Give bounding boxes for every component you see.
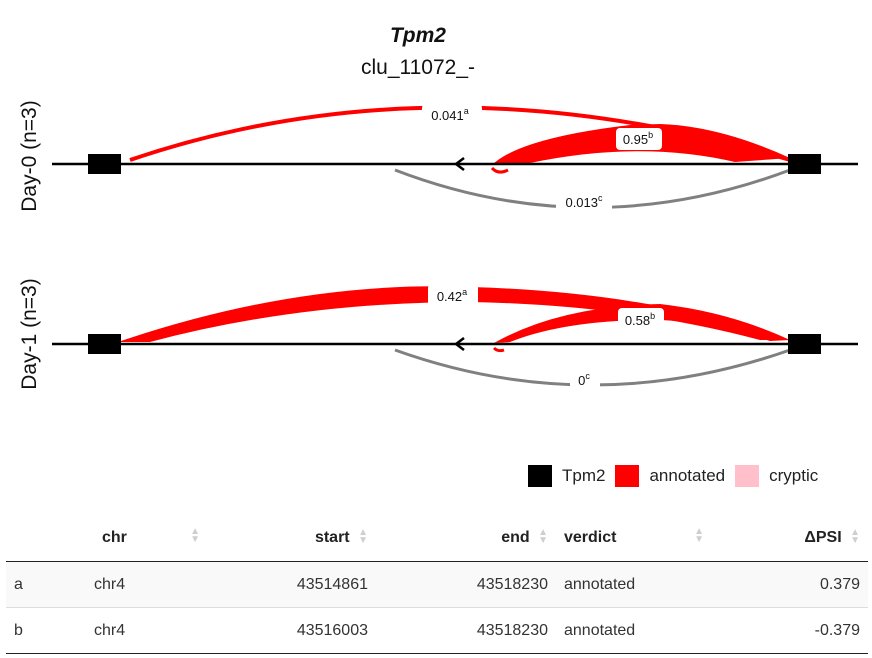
cell-chr: chr4 — [76, 607, 206, 654]
svg-text:0c: 0c — [578, 371, 590, 388]
svg-text:0.013c: 0.013c — [565, 193, 603, 210]
legend-swatch-gene — [528, 465, 552, 487]
column-header-end[interactable]: end ▲ ▼ — [376, 514, 556, 562]
column-header-end-label: end — [501, 528, 530, 546]
sort-icon[interactable]: ▲ ▼ — [538, 527, 548, 547]
junction-label-c-day1: 0c — [570, 369, 600, 391]
column-header-dpsi[interactable]: ΔPSI ▲ ▼ — [716, 514, 868, 562]
panel-label-day0: Day-0 (n=3) — [18, 100, 41, 211]
table-header-row: chr ▲ ▼ start ▲ ▼ end ▲ ▼ verdict ▲ ▼ ΔPSI ▲… — [6, 514, 868, 562]
strand-arrow-day0 — [453, 157, 465, 171]
column-header-start[interactable]: start ▲ ▼ — [206, 514, 376, 562]
legend-swatch-cryptic — [735, 465, 760, 487]
cell-dpsi: -0.379 — [716, 607, 868, 654]
cell-verdict: annotated — [556, 607, 716, 654]
sort-icon[interactable]: ▲ ▼ — [190, 526, 200, 545]
plot-title: Tpm2 — [390, 24, 446, 47]
cell-end: 43518230 — [376, 561, 556, 608]
junction-table: chr ▲ ▼ start ▲ ▼ end ▲ ▼ verdict ▲ ▼ ΔPSI ▲… — [6, 514, 868, 654]
plot-subtitle: clu_11072_- — [361, 56, 475, 79]
svg-text:0.041a: 0.041a — [431, 106, 469, 123]
junction-arc-b-tail — [490, 166, 509, 174]
cell-verdict: annotated — [556, 561, 716, 608]
exon-left-day0 — [88, 154, 121, 174]
junction-arc-b-tail — [492, 346, 505, 353]
sort-icon[interactable]: ▲ ▼ — [850, 527, 860, 547]
sort-icon[interactable]: ▲ ▼ — [358, 527, 368, 547]
cell-id: b — [6, 607, 76, 654]
sort-icon[interactable]: ▲ ▼ — [694, 526, 704, 545]
cell-dpsi: 0.379 — [716, 561, 868, 608]
legend-label-gene: Tpm2 — [562, 466, 606, 485]
column-header-verdict-label: verdict — [564, 528, 617, 546]
legend-item-cryptic: cryptic — [735, 465, 818, 487]
junction-label-b-day0: 0.95b — [616, 128, 662, 150]
table-row[interactable]: a chr4 43514861 43518230 annotated 0.379 — [6, 561, 868, 608]
cell-end: 43518230 — [376, 607, 556, 654]
panel-label-day1: Day-1 (n=3) — [18, 278, 41, 389]
legend-item-annotated: annotated — [615, 465, 725, 487]
junction-label-b-day1: 0.58b — [618, 308, 664, 330]
exon-right-day1 — [788, 334, 821, 354]
column-header-chr-label: chr — [102, 528, 127, 546]
legend-item-gene: Tpm2 — [528, 465, 605, 487]
cell-chr: chr4 — [76, 561, 206, 608]
strand-arrow-day1 — [453, 337, 465, 351]
legend-label-annotated: annotated — [649, 466, 726, 485]
junction-label-c-day0: 0.013c — [556, 191, 612, 213]
plot-legend: Tpm2 annotated cryptic — [528, 465, 828, 487]
legend-label-cryptic: cryptic — [769, 466, 819, 485]
column-header-id — [6, 514, 76, 562]
splicing-plot: Tpm2 clu_11072_- Day-0 (n=3) 0.041a 0.95… — [18, 24, 858, 391]
junction-label-a-day0: 0.041a — [422, 104, 482, 126]
svg-text:0.42a: 0.42a — [437, 287, 467, 304]
svg-text:0.58b: 0.58b — [625, 311, 655, 328]
exon-right-day0 — [788, 154, 821, 174]
svg-text:0.95b: 0.95b — [623, 130, 653, 147]
junction-label-a-day1: 0.42a — [428, 284, 478, 306]
column-header-start-label: start — [314, 528, 350, 546]
cell-start: 43516003 — [206, 607, 376, 654]
panel-day1: Day-1 (n=3) 0.42a 0.58b 0c — [18, 278, 858, 391]
junction-arc-a — [118, 286, 790, 342]
column-header-chr[interactable]: chr ▲ ▼ — [76, 514, 206, 562]
column-header-dpsi-label: ΔPSI — [804, 528, 842, 546]
column-header-verdict[interactable]: verdict ▲ ▼ — [556, 514, 716, 562]
exon-left-day1 — [88, 334, 121, 354]
table-row[interactable]: b chr4 43516003 43518230 annotated -0.37… — [6, 607, 868, 654]
legend-swatch-annotated — [615, 465, 640, 487]
cell-id: a — [6, 561, 76, 608]
panel-day0: Day-0 (n=3) 0.041a 0.95b 0.013c — [18, 100, 858, 213]
cell-start: 43514861 — [206, 561, 376, 608]
